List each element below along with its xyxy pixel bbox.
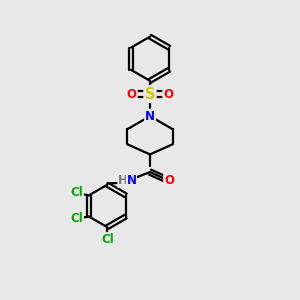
Text: H: H [118,174,128,188]
Text: N: N [145,110,155,123]
Text: S: S [145,87,155,102]
Text: Cl: Cl [101,233,114,246]
Text: O: O [127,88,137,100]
Text: O: O [163,88,173,100]
Text: Cl: Cl [70,187,83,200]
Text: Cl: Cl [70,212,83,225]
Text: N: N [127,174,136,188]
Text: O: O [164,174,174,188]
